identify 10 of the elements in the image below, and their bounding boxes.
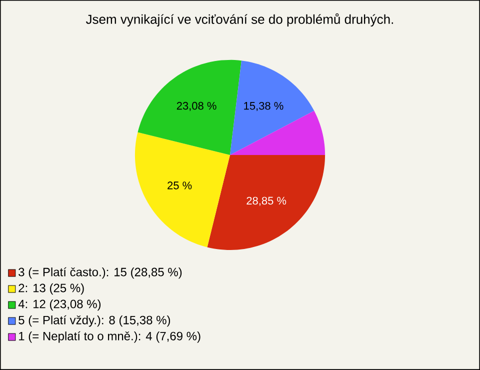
- data-label: 23,08 %: [176, 102, 216, 112]
- data-label: 28,85 %: [246, 196, 286, 206]
- legend-label: 5 (= Platí vždy.): 8 (15,38 %): [18, 315, 170, 327]
- legend-label: 4: 12 (23,08 %): [18, 299, 101, 311]
- legend-label: 2: 13 (25 %): [18, 283, 84, 295]
- legend-label: 3 (= Platí často.): 15 (28,85 %): [18, 267, 182, 279]
- data-label: 15,38 %: [244, 102, 284, 112]
- data-label: 25 %: [168, 182, 192, 190]
- chart-title: Jsem vynikající ve vciťování se do problémů druhých.: [86, 13, 394, 27]
- legend-label: 1 (= Neplatí to o mně.): 4 (7,69 %): [19, 331, 200, 343]
